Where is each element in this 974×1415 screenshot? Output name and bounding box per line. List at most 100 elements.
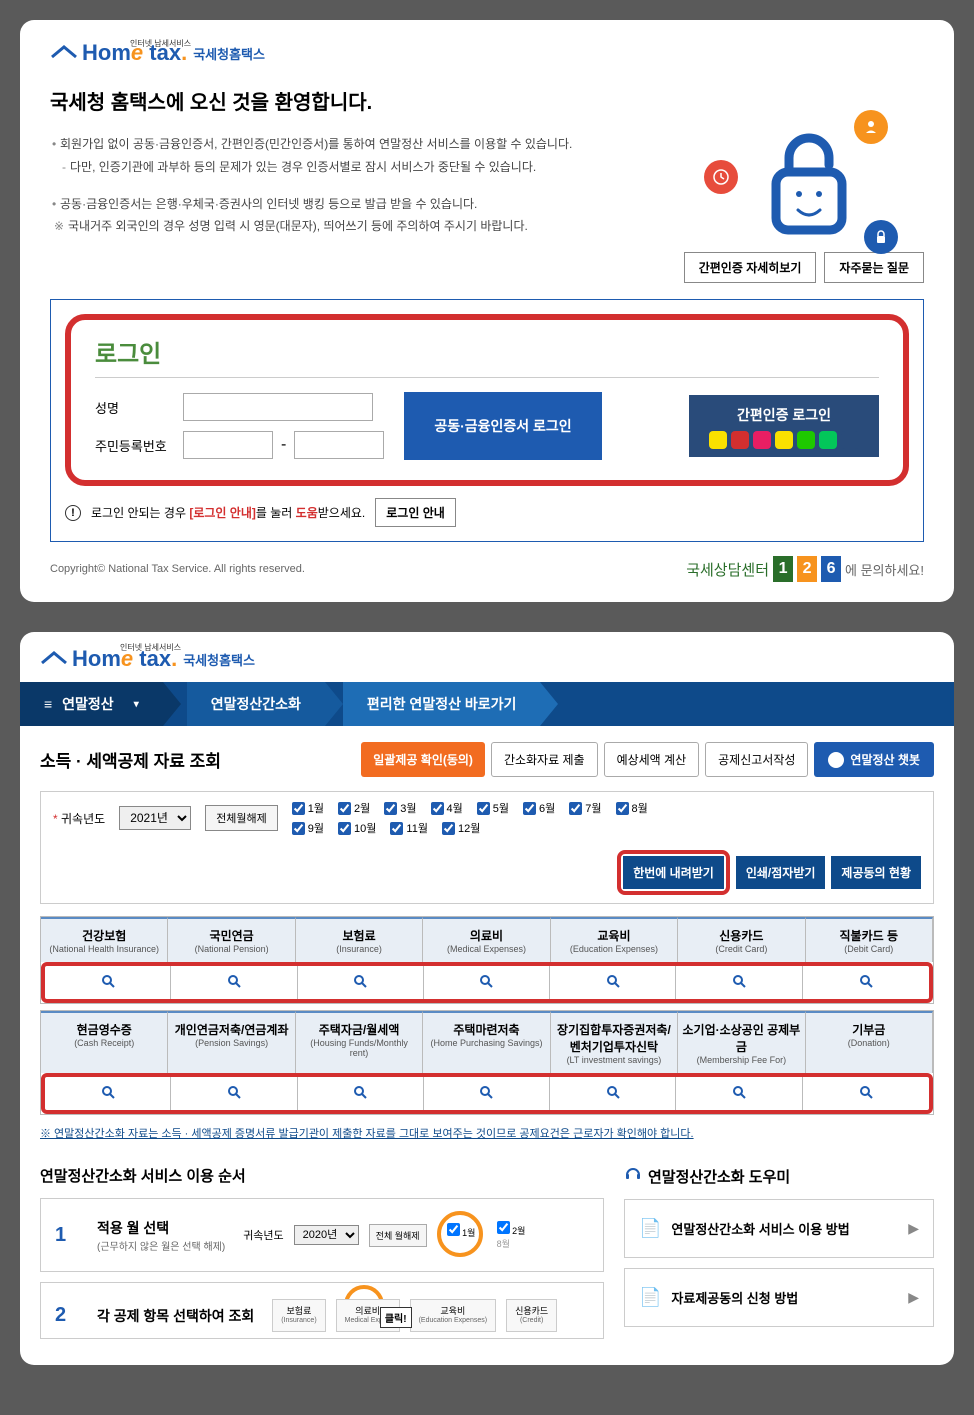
category-grid-2: 현금영수증(Cash Receipt)개인연금저축/연금계좌(Pension S… [40,1010,934,1115]
helper-item-2[interactable]: 📄자료제공동의 신청 방법 ▶ [624,1268,934,1327]
search-icon [479,975,493,991]
year-select[interactable]: 2021년 [119,806,191,830]
info-list: 공동·금융인증서는 은행·우체국·증권사의 인터넷 뱅킹 등으로 발급 받을 수… [50,193,924,239]
month-check[interactable]: 7월 [569,800,601,816]
step1-toggle-button[interactable]: 전체 월해제 [369,1224,427,1247]
step1-year-select[interactable]: 2020년 [294,1225,359,1245]
info-item: 회원가입 없이 공동·금융인증서, 간편인증(민간인증서)를 통하여 연말정산 … [50,133,924,156]
step-sublabel: (근무하지 않은 월은 선택 해제) [97,1238,225,1253]
rrn-input-2[interactable] [294,431,384,459]
name-input[interactable] [183,393,373,421]
search-icon [479,1086,493,1102]
helper-item-1[interactable]: 📄연말정산간소화 서비스 이용 방법 ▶ [624,1199,934,1258]
category-search-button[interactable] [803,1077,929,1110]
category-search-button[interactable] [803,966,929,999]
simple-auth-detail-button[interactable]: 간편인증 자세히보기 [684,252,817,283]
month-check[interactable]: 5월 [477,800,509,816]
category-header: 건강보험(National Health Insurance) [41,917,168,962]
info-item: 국내거주 외국인의 경우 성명 입력 시 영문(대문자), 띄어쓰기 등에 주의… [50,215,924,238]
login-help-row: ! 로그인 안되는 경우 [로그인 안내]를 눌러 도움받으세요. 로그인 안내 [65,498,909,527]
category-search-button[interactable] [171,966,297,999]
nav-sub1[interactable]: 연말정산간소화 [187,682,325,726]
provider-icons [709,431,859,449]
category-search-button[interactable] [171,1077,297,1110]
category-search-button[interactable] [298,966,424,999]
category-header: 의료비(Medical Expenses) [423,917,550,962]
month-check[interactable]: 8월 [616,800,648,816]
category-header: 소기업·소상공인 공제부금(Membership Fee For) [678,1011,805,1073]
login-help-text: 로그인 안되는 경우 [로그인 안내]를 눌러 도움받으세요. [91,504,365,521]
month-check[interactable]: 11월 [390,820,428,836]
nav-sub2[interactable]: 편리한 연말정산 바로가기 [343,682,540,726]
month-check[interactable]: 10월 [338,820,376,836]
category-search-button[interactable] [424,966,550,999]
search-icon [227,1086,241,1102]
category-header: 국민연금(National Pension) [168,917,295,962]
month-check[interactable]: 6월 [523,800,555,816]
yearend-card: 인터넷 납세서비스 Home tax. 국세청홈택스 ≡ 연말정산 ▾ 연말정산… [20,632,954,1365]
consent-status-button[interactable]: 제공동의 현황 [831,856,921,889]
month-check[interactable]: 1월 [292,800,324,816]
faq-button[interactable]: 자주묻는 질문 [824,252,924,283]
calc-button[interactable]: 예상세액 계산 [604,742,700,777]
category-search-button[interactable] [45,1077,171,1110]
month-check[interactable]: 3월 [384,800,416,816]
report-button[interactable]: 공제신고서작성 [705,742,808,777]
month-check[interactable]: 12월 [442,820,480,836]
category-header: 현금영수증(Cash Receipt) [41,1011,168,1073]
num-1-icon: 1 [773,556,793,582]
category-search-button[interactable] [550,966,676,999]
chevron-down-icon: ▾ [134,699,139,710]
month-check[interactable]: 2월 [338,800,370,816]
category-search-button[interactable] [45,966,171,999]
download-highlight: 한번에 내려받기 [617,850,730,895]
provider-icon [819,431,837,449]
step1-check-2[interactable] [497,1221,510,1234]
nav-main[interactable]: ≡ 연말정산 ▾ [20,682,163,726]
cert-login-button[interactable]: 공동·금융인증서 로그인 [404,392,601,460]
month-checks: 1월 2월 3월 4월 5월 6월 7월 8월 9월 10월 11월 12월 [292,800,652,836]
category-search-button[interactable] [298,1077,424,1110]
step2-category[interactable]: 신용카드(Credit) [506,1299,557,1332]
num-6-icon: 6 [821,556,841,582]
confirm-button[interactable]: 일괄제공 확인(동의) [361,742,485,777]
year-label: 귀속년도 [61,812,105,826]
disclaimer-note[interactable]: ※ 연말정산간소화 자료는 소득 · 세액공제 증명서류 발급기관이 제출한 자… [40,1125,934,1141]
month-check[interactable]: 4월 [431,800,463,816]
category-header: 교육비(Education Expenses) [551,917,678,962]
category-header: 주택마련저축(Home Purchasing Savings) [423,1011,550,1073]
search-icon [227,975,241,991]
category-search-button[interactable] [424,1077,550,1110]
category-search-button[interactable] [676,966,802,999]
section-title: 소득 · 세액공제 자료 조회 [40,747,221,772]
step-2-box: 2 각 공제 항목 선택하여 조회 보험료(Insurance)의료비Medic… [40,1282,604,1339]
login-panel: 로그인 성명 주민등록번호 - 공동·금융인증서 로그인 [50,299,924,542]
logo-roof-icon [40,649,68,669]
month-check[interactable]: 9월 [292,820,324,836]
provider-icon [797,431,815,449]
provider-icon [775,431,793,449]
chatbot-button[interactable]: 연말정산 챗봇 [814,742,934,777]
step1-year-label: 귀속년도 [243,1227,283,1243]
download-all-button[interactable]: 한번에 내려받기 [623,856,724,889]
category-header: 주택자금/월세액(Housing Funds/Monthly rent) [296,1011,423,1073]
step2-category[interactable]: 보험료(Insurance) [272,1299,325,1332]
login-title: 로그인 [95,334,879,378]
category-search-button[interactable] [550,1077,676,1110]
headset-icon [624,1165,642,1187]
login-guide-button[interactable]: 로그인 안내 [375,498,456,527]
category-search-button[interactable] [676,1077,802,1110]
submit-button[interactable]: 간소화자료 제출 [491,742,598,777]
login-card: 인터넷 납세서비스 Home tax. 국세청홈택스 국세청 [20,20,954,602]
simple-login-label: 간편인증 로그인 [737,407,831,423]
search-icon [606,975,620,991]
exclamation-icon: ! [65,505,81,521]
toggle-all-months-button[interactable]: 전체월해제 [205,805,278,831]
step1-check-1[interactable] [447,1223,460,1236]
search-icon [353,975,367,991]
step2-category[interactable]: 교육비(Education Expenses) [410,1299,496,1332]
print-button[interactable]: 인쇄/점자받기 [736,856,826,889]
search-icon [859,1086,873,1102]
simple-login-button[interactable]: 간편인증 로그인 [689,395,879,457]
rrn-input-1[interactable] [183,431,273,459]
